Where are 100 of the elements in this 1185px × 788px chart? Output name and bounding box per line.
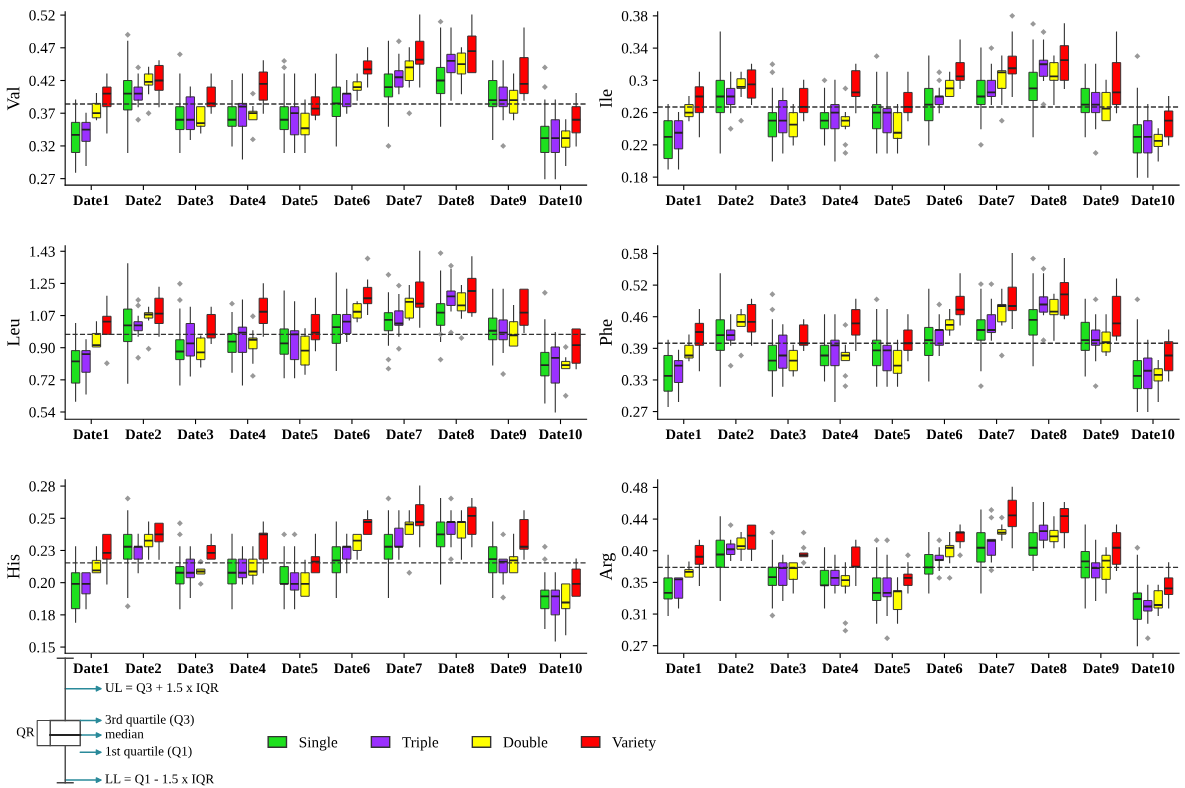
- legend-label: Double: [503, 736, 548, 748]
- y-tick-label: 1.25: [30, 278, 55, 289]
- x-tick-label: Date10: [538, 429, 582, 440]
- x-tick-label: Date1: [73, 195, 109, 206]
- y-tick-label: 0.22: [621, 140, 648, 151]
- y-tick-label: 0.34: [621, 43, 648, 54]
- x-tick-label: Date10: [1131, 429, 1175, 440]
- y-tick-label: 0.37: [29, 108, 56, 119]
- y-tick-label: 0.18: [29, 610, 55, 621]
- x-tick-label: Date3: [770, 195, 806, 206]
- x-tick-label: Date3: [770, 663, 806, 674]
- x-tick-label: Date4: [229, 429, 266, 440]
- x-tick-label: Date2: [125, 429, 161, 440]
- x-tick-label: Date8: [1030, 429, 1067, 440]
- x-tick-label: Date6: [333, 429, 370, 440]
- y-tick-label: 0.32: [29, 141, 55, 152]
- x-tick-label: Date10: [538, 663, 582, 674]
- y-tick-label: 0.44: [621, 514, 648, 525]
- y-tick-label: 0.39: [621, 343, 648, 354]
- x-tick-label: Date4: [229, 663, 266, 674]
- y-tick-label: 0.26: [621, 107, 648, 119]
- y-tick-label: 0.48: [621, 482, 648, 493]
- x-tick-label: Date6: [333, 195, 370, 206]
- y-tick-label: 0.42: [29, 75, 55, 87]
- x-tick-label: Date2: [125, 195, 161, 206]
- x-tick-label: Date4: [229, 195, 266, 206]
- y-tick-label: 0.31: [621, 609, 648, 620]
- x-tick-label: Date7: [386, 663, 422, 674]
- x-tick-label: Date9: [490, 663, 527, 674]
- y-tick-label: 0.3: [629, 75, 648, 86]
- y-tick-label: 0.18: [621, 172, 648, 183]
- y-tick-label: 0.15: [29, 642, 55, 653]
- x-tick-label: Date8: [438, 663, 474, 674]
- y-tick-label: 0.52: [621, 280, 648, 291]
- y-tick-label: 0.54: [29, 407, 56, 418]
- x-tick-label: Date8: [1030, 663, 1067, 674]
- y-tick-label: 0.38: [621, 10, 648, 22]
- y-tick-label: 0.47: [29, 42, 56, 54]
- x-tick-label: Date2: [717, 663, 754, 674]
- y-axis-title: Ile: [599, 89, 612, 108]
- x-tick-label: Date5: [281, 429, 318, 440]
- text: median: [105, 729, 144, 739]
- y-tick-label: 0.35: [621, 577, 648, 588]
- text: 3rd quartile (Q3): [105, 714, 194, 727]
- x-tick-label: Date4: [822, 663, 859, 674]
- x-tick-label: Date3: [177, 195, 214, 206]
- x-tick-label: Date10: [1131, 195, 1175, 206]
- x-tick-label: Date2: [717, 429, 754, 440]
- y-axis-title: Leu: [7, 318, 20, 347]
- x-tick-label: Date1: [665, 429, 702, 440]
- x-tick-label: Date6: [926, 195, 963, 206]
- x-tick-label: Date10: [538, 195, 582, 206]
- x-tick-label: Date7: [978, 195, 1015, 206]
- y-tick-label: 0.52: [29, 10, 55, 21]
- x-tick-label: Date9: [1082, 663, 1119, 674]
- x-tick-label: Date7: [386, 429, 422, 440]
- x-tick-label: Date3: [177, 429, 214, 440]
- x-tick-label: Date7: [978, 429, 1015, 440]
- x-tick-label: Date6: [333, 663, 370, 674]
- x-tick-label: Date5: [281, 663, 318, 674]
- y-tick-label: 0.90: [29, 342, 55, 354]
- x-tick-label: Date9: [490, 195, 527, 206]
- x-tick-label: Date2: [125, 663, 161, 674]
- x-tick-label: Date9: [490, 429, 527, 440]
- y-tick-label: 0.27: [621, 640, 648, 652]
- y-tick-label: 0.27: [621, 406, 648, 418]
- text: 1st quartile (Q1): [106, 746, 192, 759]
- x-tick-label: Date2: [717, 195, 754, 206]
- x-tick-label: Date4: [822, 429, 859, 440]
- y-tick-label: 0.28: [29, 481, 55, 492]
- y-tick-label: 0.40: [621, 545, 648, 557]
- x-tick-label: Date7: [386, 195, 422, 206]
- x-tick-label: Date1: [73, 429, 109, 440]
- y-tick-label: 1.43: [30, 246, 55, 257]
- x-tick-label: Date6: [926, 663, 963, 674]
- x-tick-label: Date10: [1131, 663, 1175, 674]
- y-tick-label: 0.46: [621, 311, 648, 323]
- x-tick-label: Date5: [874, 195, 910, 206]
- x-tick-label: Date5: [874, 663, 910, 674]
- y-tick-label: 0.58: [621, 248, 648, 260]
- y-tick-label: 1.07: [30, 310, 56, 322]
- x-tick-label: Date7: [978, 663, 1015, 674]
- x-tick-label: Date8: [438, 429, 474, 440]
- y-tick-label: 0.72: [29, 374, 55, 386]
- y-tick-label: 0.20: [29, 577, 55, 589]
- x-tick-label: Date8: [1030, 195, 1067, 206]
- y-tick-label: 0.27: [29, 173, 56, 185]
- x-tick-label: Date1: [665, 663, 702, 674]
- text: LL = Q1 - 1.5 x IQR: [105, 774, 215, 786]
- legend-label: Triple: [402, 736, 439, 751]
- y-axis-title: Phe: [599, 319, 612, 346]
- legend-label: Variety: [612, 737, 657, 751]
- x-tick-label: Date8: [438, 195, 474, 206]
- x-tick-label: Date9: [1082, 429, 1119, 440]
- y-tick-label: 0.23: [29, 545, 55, 556]
- x-tick-label: Date5: [874, 429, 910, 440]
- y-axis-title: Arg: [599, 553, 616, 581]
- x-tick-label: Date4: [822, 195, 859, 206]
- x-tick-label: Date1: [665, 195, 702, 206]
- x-tick-label: Date3: [177, 663, 214, 674]
